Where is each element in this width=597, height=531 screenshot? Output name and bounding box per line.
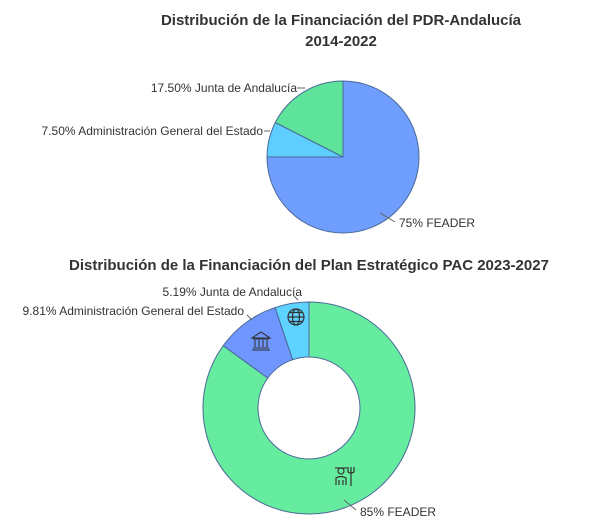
farmer-icon [335,467,355,486]
chart1-label-junta: 17.50% Junta de Andalucía [151,81,297,95]
chart2-label-junta: 5.19% Junta de Andalucía [163,285,303,299]
chart1-label-age: 7.50% Administración General del Estado [42,124,264,138]
chart2-slices [202,301,416,515]
chart2-slice-0 [202,301,416,515]
chart2-leader-junta [293,295,299,301]
chart1-slices [266,80,420,234]
chart1-leader-feader [379,212,396,223]
chart1-slice-2 [274,80,344,158]
globe-icon [287,308,305,326]
chart-pac-2023-2027: Distribución de la Financiación del Plan… [23,257,549,519]
chart1-title-line1: Distribución de la Financiación del PDR-… [161,12,522,29]
chart2-title: Distribución de la Financiación del Plan… [69,257,549,274]
chart1-title-line2: 2014-2022 [305,33,377,50]
chart1-slice-0 [266,80,420,234]
government-building-icon [250,331,272,351]
chart2-leader-age [246,314,253,321]
chart-pdr-andalucia: Distribución de la Financiación del PDR-… [42,12,522,234]
chart2-label-feader: 85% FEADER [360,505,436,519]
chart2-leader-feader [343,499,357,511]
chart2-label-age: 9.81% Administración General del Estado [23,304,245,318]
chart1-label-feader: 75% FEADER [399,216,475,230]
